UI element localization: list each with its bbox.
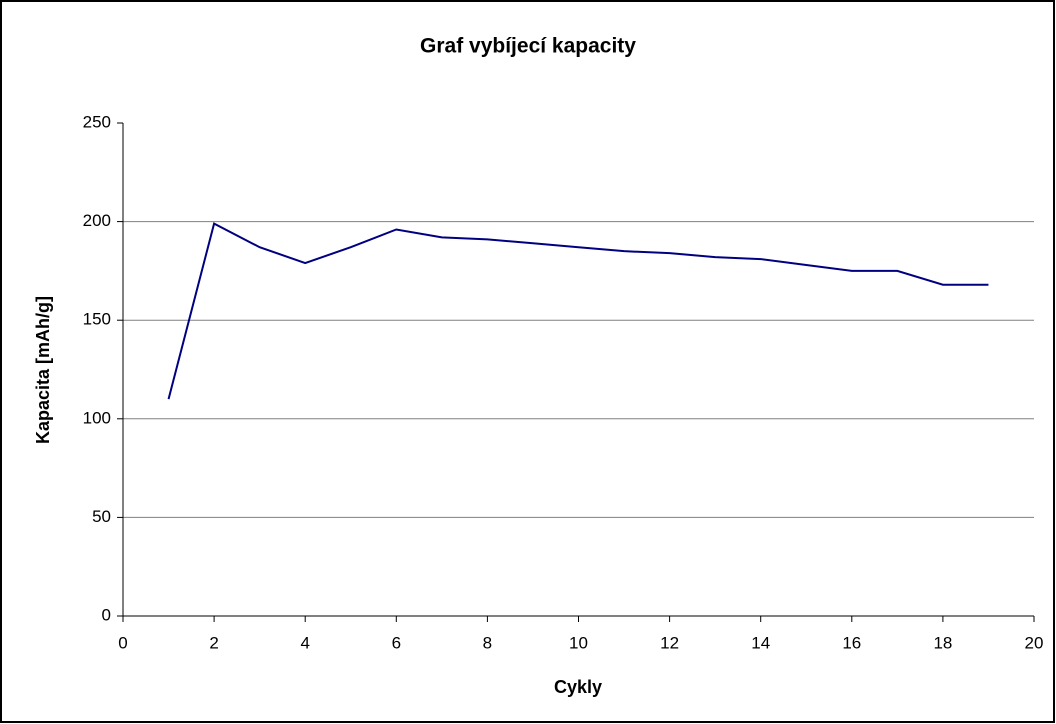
y-tick-label: 250 — [83, 112, 111, 131]
y-tick-label: 200 — [83, 211, 111, 230]
x-tick-label: 20 — [1025, 633, 1044, 652]
x-tick-label: 8 — [483, 633, 492, 652]
x-tick-label: 0 — [118, 633, 127, 652]
data-line — [167, 222, 989, 400]
y-tick-label: 0 — [102, 605, 111, 624]
chart-title: Graf vybíjecí kapacity — [420, 35, 636, 58]
y-axis-title: Kapacita [mAh/g] — [33, 296, 53, 444]
y-tick-label: 50 — [92, 507, 111, 526]
x-tick-label: 16 — [842, 633, 861, 652]
x-tick-label: 18 — [933, 633, 952, 652]
x-tick-label: 14 — [751, 633, 770, 652]
x-tick-label: 2 — [209, 633, 218, 652]
y-tick-label: 100 — [83, 408, 111, 427]
x-tick-label: 4 — [300, 633, 309, 652]
x-tick-label: 10 — [569, 633, 588, 652]
x-tick-label: 12 — [660, 633, 679, 652]
x-tick-label: 6 — [392, 633, 401, 652]
x-axis-title: Cykly — [554, 677, 602, 697]
y-tick-label: 150 — [83, 310, 111, 329]
